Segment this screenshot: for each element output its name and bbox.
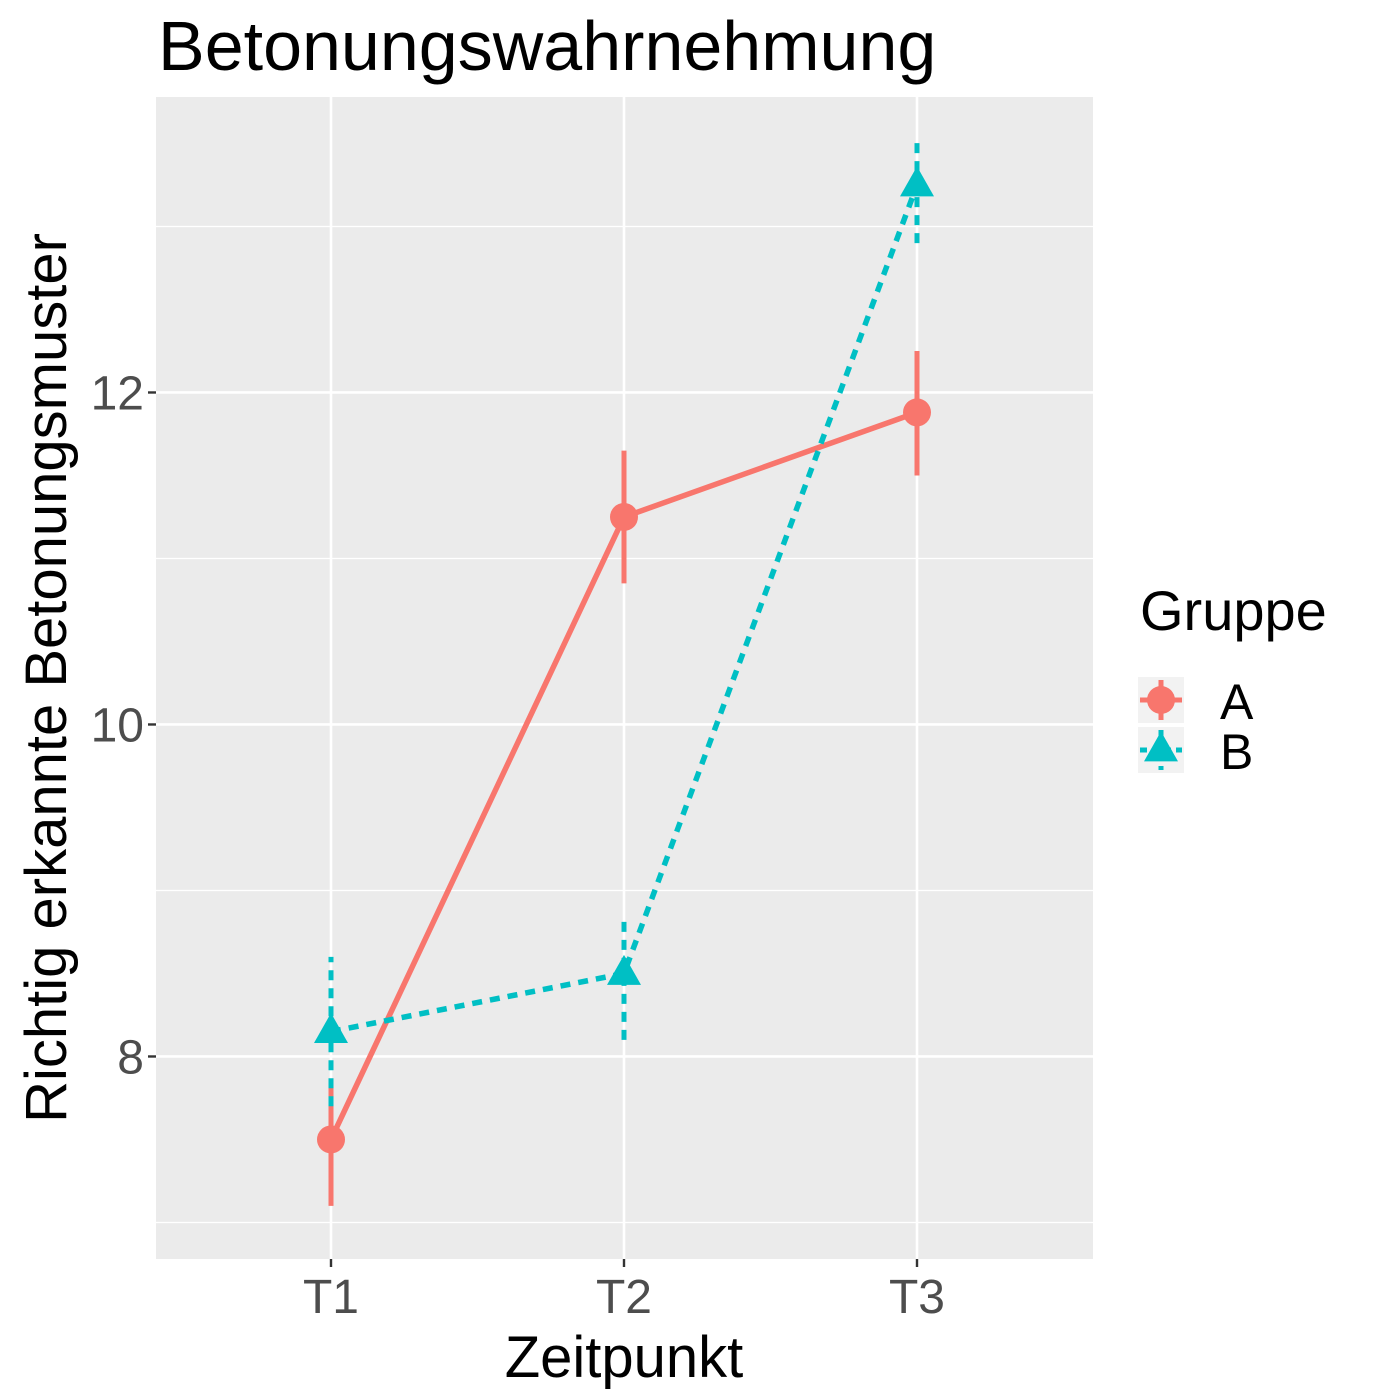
y-axis: 8 10 12 [91,367,156,1084]
legend-keys: AB [1138,674,1254,780]
legend: Gruppe [1140,578,1327,643]
data-point [317,1125,345,1154]
y-tick-label: 12 [91,367,144,420]
series-B [314,135,934,1107]
data-point [900,166,934,197]
legend-title: Gruppe [1140,579,1327,642]
y-axis-label: Richtig erkannte Betonungsmuster [14,233,79,1123]
legend-item-A: A [1138,674,1254,730]
data-point [903,398,931,427]
series-line [330,184,920,1035]
chart-title: Betonungswahrnehmung [158,7,937,85]
y-tick-label: 10 [91,699,144,752]
y-tick-label: 8 [117,1031,144,1084]
x-tick-label: T1 [303,1271,359,1324]
legend-label: A [1220,674,1254,730]
series-layer [314,135,934,1206]
x-axis-label: Zeitpunkt [505,1325,744,1390]
legend-item-B: B [1138,724,1253,780]
data-point [314,1012,348,1043]
legend-key-marker [1144,731,1178,762]
x-axis: T1 T2 T3 [303,1259,945,1324]
legend-key-marker [1147,686,1175,714]
x-tick-label: T2 [596,1271,652,1324]
x-tick-label: T3 [889,1271,945,1324]
data-point [607,954,641,985]
series-A [317,350,931,1206]
legend-label: B [1220,724,1253,780]
data-point [610,502,638,531]
